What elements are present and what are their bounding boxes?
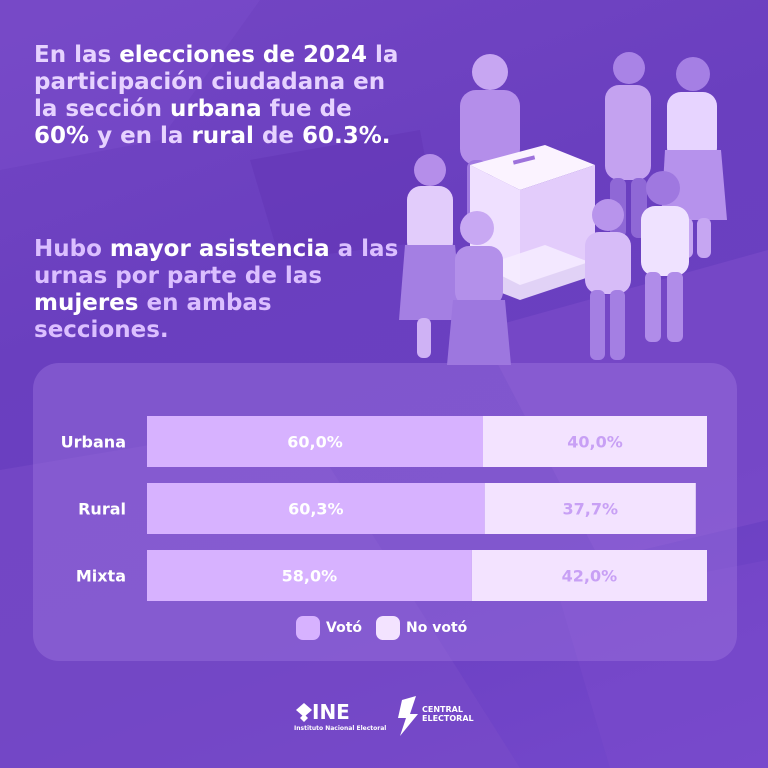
electoral-logo-text: ELECTORAL (422, 714, 474, 723)
ine-logo: INE Instituto Nacional Electoral (294, 700, 386, 732)
category-label-mixta: Mixta (76, 567, 126, 586)
bar-urbana-not-voted (483, 416, 707, 467)
headline-highlight-elections: elecciones de 2024 (119, 42, 367, 68)
voters-ballot-box-illustration (399, 52, 727, 365)
category-label-rural: Rural (78, 500, 126, 519)
footer-logos: INE Instituto Nacional Electoral CENTRAL… (294, 696, 474, 736)
value-label-rural-not-voted: 37,7% (562, 500, 618, 519)
ballot-box-icon (455, 145, 610, 300)
value-label-rural-voted: 60,3% (288, 500, 344, 519)
central-logo-text: CENTRAL (422, 705, 463, 714)
chart-legend: Votó No votó (296, 616, 467, 640)
legend-label-voted: Votó (326, 620, 362, 636)
bar-mixta-voted (147, 550, 472, 601)
subline-text: Hubo mayor asistencia a las urnas por pa… (34, 236, 399, 343)
subline-highlight-attendance: mayor asistencia (109, 236, 330, 262)
bar-rural-voted (147, 483, 485, 534)
legend-swatch-not-voted (376, 616, 400, 640)
subline-highlight-women: mujeres (34, 290, 139, 316)
bar-mixta-not-voted (471, 550, 707, 601)
voter-figure-right-back (605, 52, 651, 238)
headline-highlight-urban: urbana (170, 96, 262, 122)
headline-text: En las elecciones de 2024 la participaci… (34, 42, 399, 149)
legend-swatch-voted (296, 616, 320, 640)
bar-urbana-voted (147, 416, 483, 467)
ine-logo-subtitle: Instituto Nacional Electoral (294, 725, 386, 732)
value-label-urbana-not-voted: 40,0% (567, 433, 623, 452)
voter-figure-right-front (641, 171, 689, 342)
headline-highlight-rural: rural (191, 123, 254, 149)
voter-figure-front-right (585, 199, 631, 360)
value-label-mixta-voted: 58,0% (282, 567, 338, 586)
headline-highlight-urban-pct: 60% (34, 123, 90, 149)
ine-logo-text: INE (312, 700, 350, 724)
value-label-urbana-voted: 60,0% (287, 433, 343, 452)
voter-figure-far-right (661, 57, 727, 258)
central-electoral-logo: CENTRAL ELECTORAL (398, 696, 474, 736)
category-label-urbana: Urbana (61, 433, 126, 452)
legend-item-not-voted: No votó (376, 616, 467, 640)
voter-figure-left (399, 154, 463, 358)
legend-item-voted: Votó (296, 616, 362, 640)
bar-rural-not-voted (484, 483, 696, 534)
voter-figure-front-left (447, 211, 511, 365)
value-label-mixta-not-voted: 42,0% (562, 567, 618, 586)
headline-highlight-rural-pct: 60.3%. (302, 123, 391, 149)
legend-label-not-voted: No votó (406, 620, 468, 636)
